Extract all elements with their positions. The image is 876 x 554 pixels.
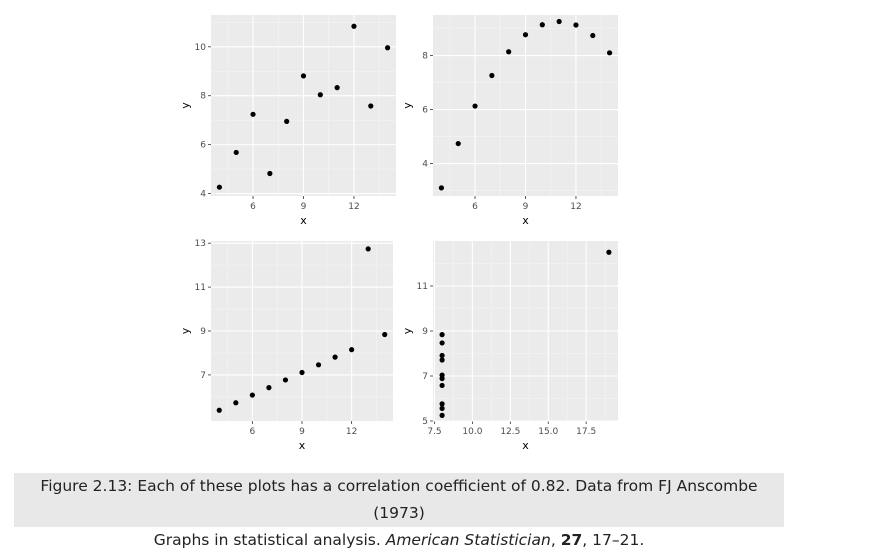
- x-tick-label: 6: [249, 427, 255, 437]
- data-point: [439, 405, 445, 411]
- data-point: [573, 22, 579, 28]
- x-tick-label: 17.5: [576, 427, 596, 437]
- x-tick-label: 9: [299, 427, 305, 437]
- y-tick-label: 4: [422, 160, 428, 170]
- data-point: [439, 382, 445, 389]
- data-point: [332, 354, 338, 360]
- x-tick-label: 9: [301, 202, 307, 212]
- x-tick-label: 10.0: [462, 427, 482, 437]
- caption-line-2: Graphs in statistical analysis. American…: [14, 527, 784, 554]
- figure-caption: Figure 2.13: Each of these plots has a c…: [14, 473, 784, 549]
- x-axis-title: x: [299, 439, 306, 452]
- data-point: [606, 249, 612, 255]
- y-tick-label: 9: [422, 327, 428, 337]
- x-axis-title: x: [300, 214, 307, 227]
- y-tick-label: 6: [200, 141, 206, 151]
- data-point: [351, 23, 357, 29]
- data-point: [384, 45, 391, 51]
- data-point: [299, 369, 305, 376]
- data-point: [249, 392, 255, 398]
- x-axis-title: x: [522, 214, 529, 227]
- y-axis-title: y: [179, 327, 192, 334]
- data-point: [606, 50, 613, 56]
- data-point: [439, 412, 445, 418]
- data-point: [250, 111, 256, 117]
- x-tick-label: 6: [250, 202, 256, 212]
- x-tick-label: 12: [570, 202, 581, 212]
- caption-text: Graphs in statistical analysis.: [153, 531, 386, 549]
- y-tick-label: 13: [195, 239, 206, 249]
- y-tick-label: 5: [422, 417, 428, 427]
- caption-volume: 27: [560, 531, 583, 549]
- anscombe-figure: 6 9 12 4 6 8 10 x y 6 9 12 4 6 8 x y 6 9 12 7 9 11 13 x y 7.5 10.0 1…: [179, 15, 618, 452]
- data-point: [438, 185, 445, 191]
- y-tick-label: 9: [200, 327, 206, 337]
- y-tick-label: 11: [195, 283, 206, 293]
- data-point: [315, 362, 322, 368]
- data-point: [266, 385, 272, 391]
- data-point: [300, 73, 307, 79]
- data-point: [439, 375, 445, 382]
- scatter-panel-3: 6 9 12 7 9 11 13 x y: [179, 239, 393, 452]
- data-point: [439, 332, 445, 338]
- scatter-panel-1: 6 9 12 4 6 8 10 x y: [179, 15, 396, 227]
- data-point: [334, 85, 340, 91]
- data-point: [439, 401, 445, 407]
- data-point: [590, 32, 596, 39]
- x-tick-label: 12: [346, 427, 357, 437]
- y-tick-label: 10: [195, 43, 207, 53]
- data-point: [472, 103, 478, 109]
- data-point: [216, 184, 223, 190]
- data-point: [382, 331, 388, 338]
- data-point: [556, 18, 562, 25]
- y-tick-label: 7: [422, 372, 428, 382]
- caption-line-1: Figure 2.13: Each of these plots has a c…: [40, 477, 758, 522]
- data-point: [539, 22, 545, 28]
- data-point: [439, 357, 445, 363]
- y-tick-label: 4: [200, 190, 206, 200]
- y-tick-label: 8: [200, 92, 206, 102]
- x-tick-label: 7.5: [427, 427, 441, 437]
- x-tick-label: 6: [472, 202, 478, 212]
- data-point: [317, 92, 323, 98]
- x-axis-title: x: [522, 439, 529, 452]
- caption-separator: ,: [550, 531, 561, 549]
- y-tick-label: 11: [417, 282, 428, 292]
- data-point: [522, 32, 529, 38]
- x-tick-label: 12.5: [500, 427, 520, 437]
- data-point: [455, 140, 461, 147]
- data-point: [439, 340, 445, 346]
- data-point: [233, 400, 239, 406]
- y-tick-label: 8: [422, 52, 428, 62]
- data-point: [267, 170, 273, 177]
- y-axis-title: y: [401, 327, 414, 334]
- caption-journal: American Statistician: [385, 531, 551, 549]
- y-tick-label: 6: [422, 106, 428, 116]
- data-point: [489, 72, 495, 79]
- data-point: [365, 246, 371, 252]
- x-tick-label: 12: [348, 202, 359, 212]
- caption-pages: , 17–21.: [582, 531, 645, 549]
- data-point: [216, 407, 222, 413]
- x-tick-label: 15.0: [538, 427, 558, 437]
- data-point: [233, 149, 239, 156]
- data-point: [439, 352, 445, 359]
- data-point: [284, 118, 290, 124]
- x-tick-label: 9: [523, 202, 529, 212]
- data-point: [282, 377, 289, 383]
- y-axis-title: y: [179, 102, 192, 109]
- y-axis-title: y: [401, 102, 414, 109]
- data-point: [506, 49, 512, 55]
- scatter-panel-4: 7.5 10.0 12.5 15.0 17.5 5 7 9 11 x y: [401, 241, 618, 452]
- scatter-panel-2: 6 9 12 4 6 8 x y: [401, 15, 618, 227]
- y-tick-label: 7: [200, 371, 206, 381]
- data-point: [368, 103, 374, 109]
- data-point: [349, 347, 355, 353]
